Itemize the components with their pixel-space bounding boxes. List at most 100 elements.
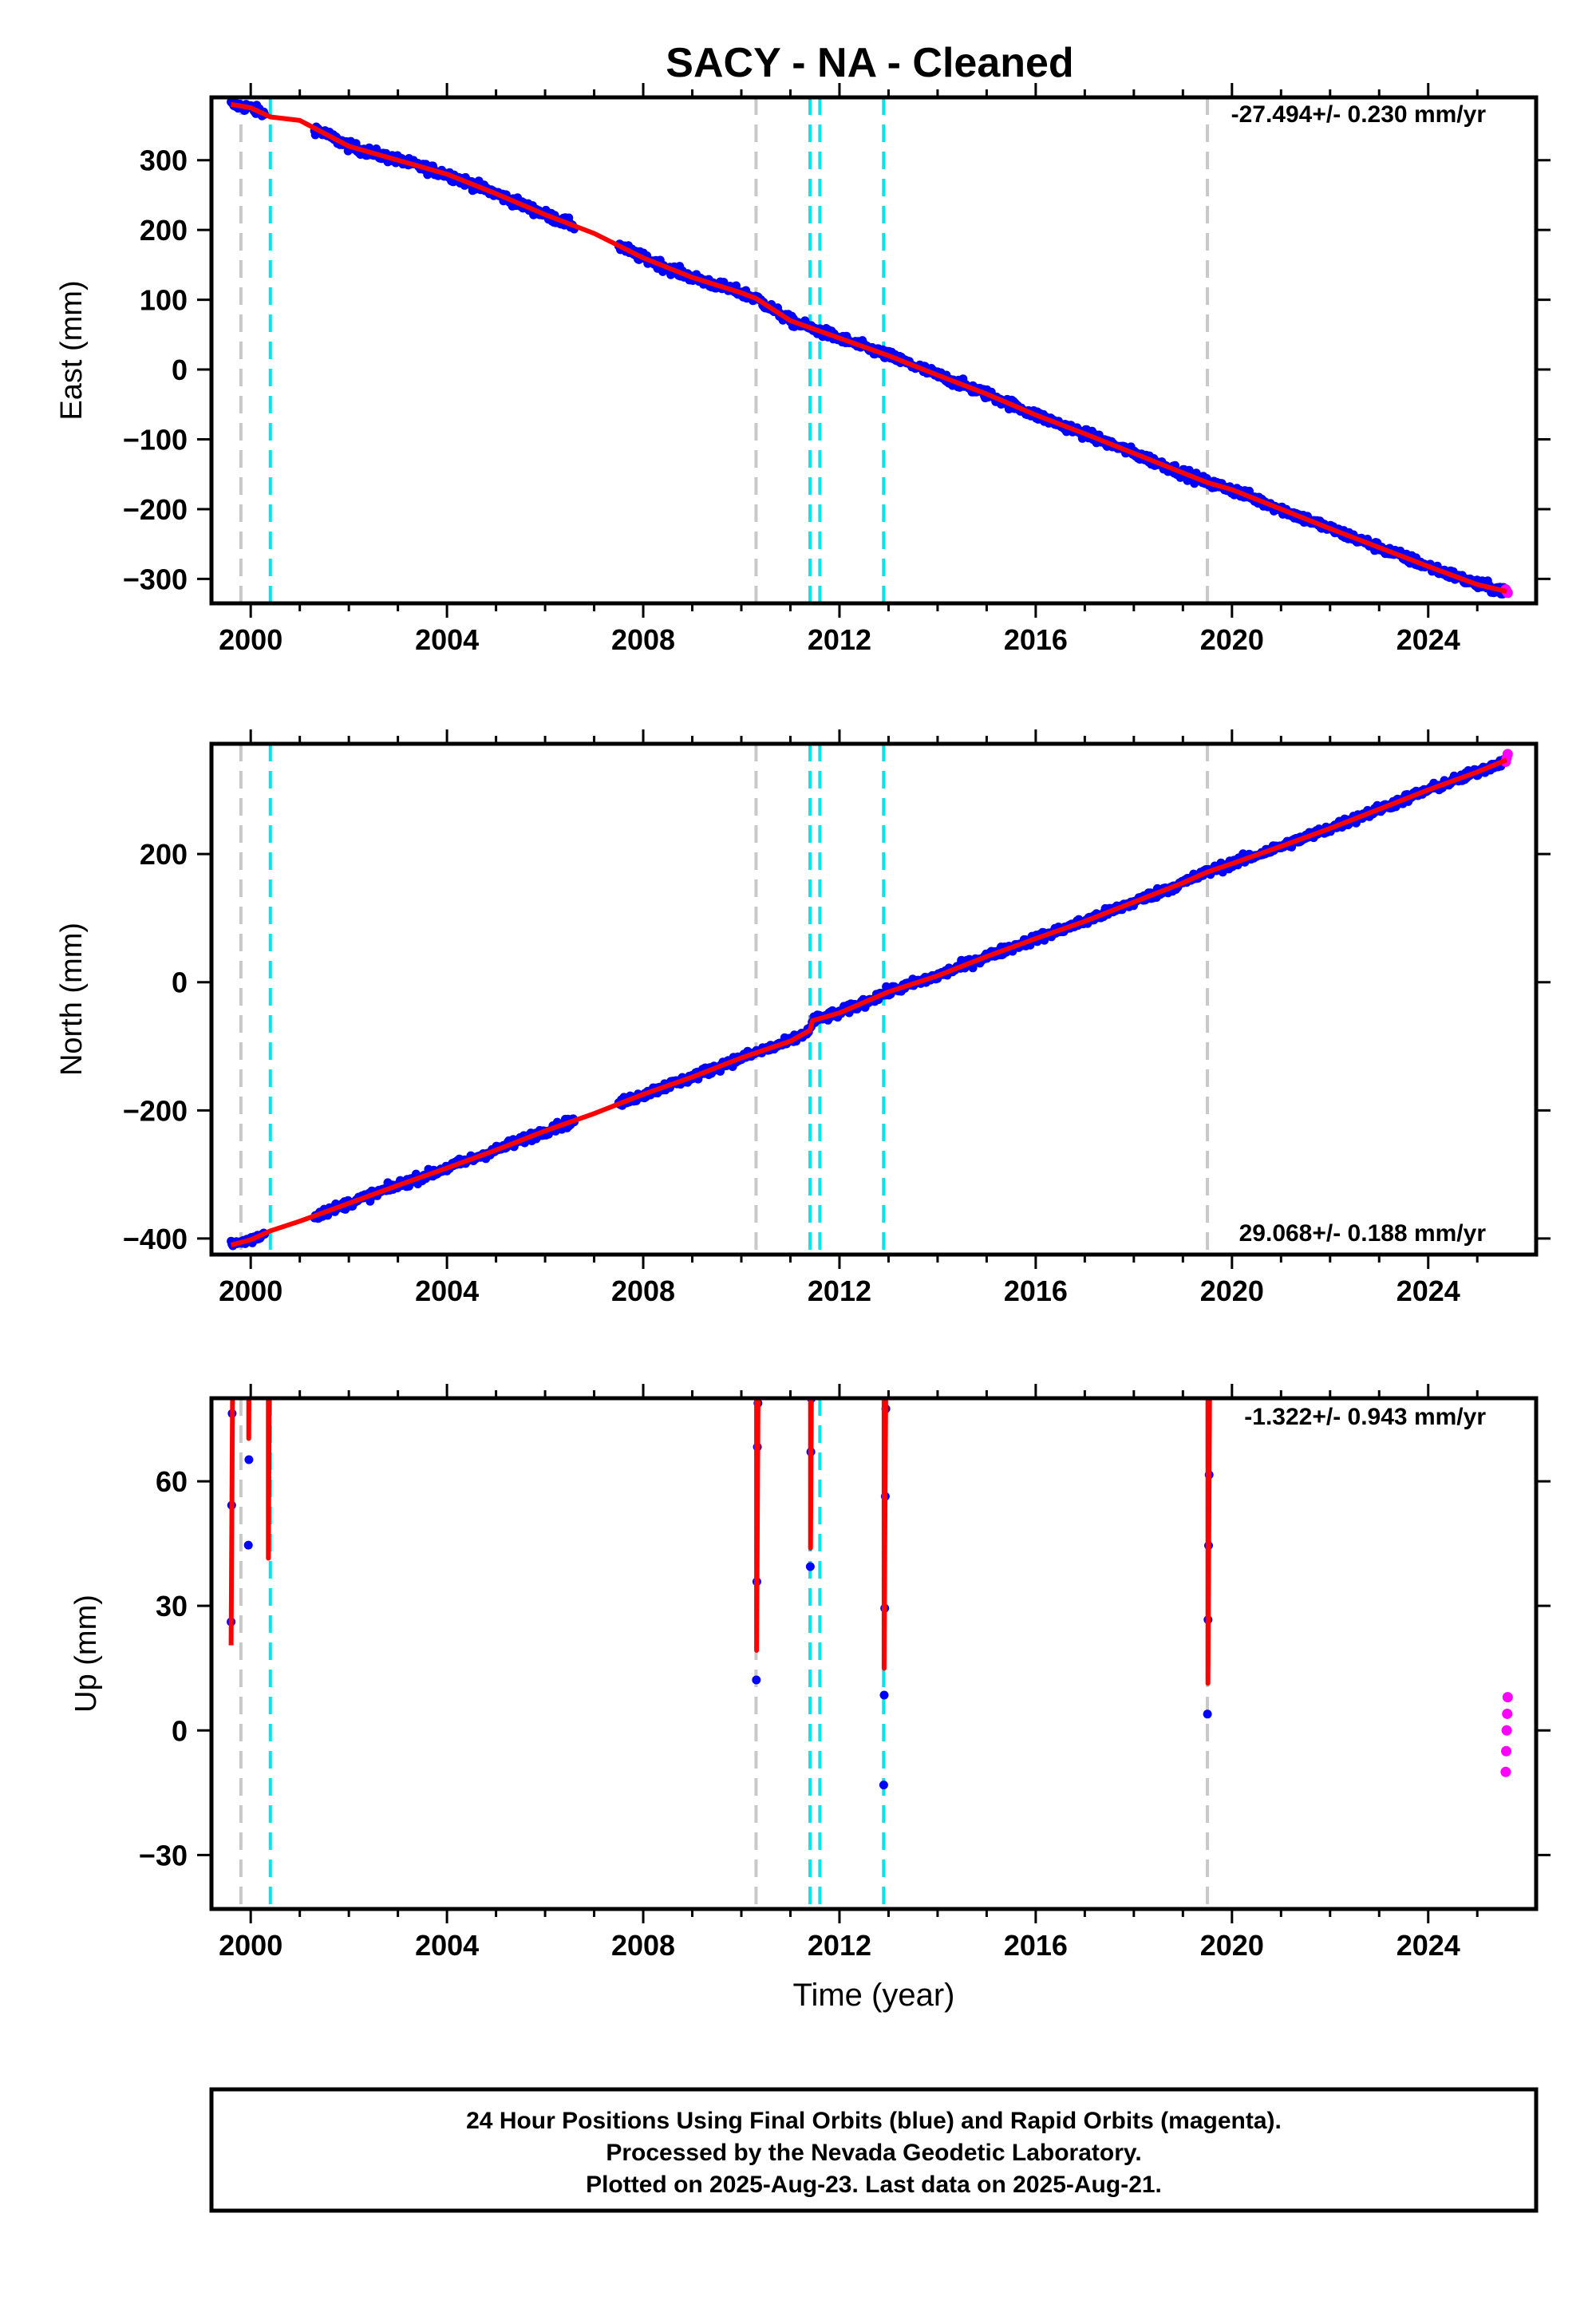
east-x-tick-label: 2024 <box>1396 623 1460 656</box>
east-model-line <box>231 101 1507 595</box>
north-y-tick-label: 200 <box>140 838 188 871</box>
up-data-point <box>1213 81 1222 90</box>
east-plot-frame <box>209 95 1539 606</box>
up-data-point <box>760 179 769 188</box>
east-y-tick-label: −100 <box>123 423 188 456</box>
north-axis-label: North (mm) <box>55 923 89 1076</box>
up-data-point <box>879 1690 889 1700</box>
up-data-point <box>758 630 767 639</box>
north-panel: 2000 2004 2008 2012 2016 2020 2024 −400 −200 0 200… <box>55 729 1551 1307</box>
north-x-tick-label: 2024 <box>1396 1275 1460 1307</box>
north-plot-frame <box>209 741 1539 1257</box>
up-data-point <box>1211 452 1219 460</box>
up-data-point <box>231 913 240 922</box>
up-data-point <box>805 1562 815 1571</box>
up-data-point <box>755 1141 764 1150</box>
up-data-point <box>250 532 259 540</box>
up-data-point <box>245 1365 254 1374</box>
north-rate-annotation: 29.068+/- 0.188 mm/yr <box>1239 1220 1487 1247</box>
up-data-point <box>885 844 894 853</box>
up-data-point <box>813 279 822 287</box>
east-x-tick-label: 2016 <box>1004 623 1068 656</box>
north-x-tick-label: 2016 <box>1004 1275 1068 1307</box>
up-data-point <box>230 1151 239 1160</box>
east-axis-label: East (mm) <box>55 280 89 420</box>
up-data-point <box>1205 1361 1214 1369</box>
up-data-point <box>247 1042 255 1051</box>
up-data-point <box>884 947 893 955</box>
east-x-tick-label: 2008 <box>611 623 675 656</box>
up-data-point <box>761 105 770 114</box>
up-data-point <box>1208 818 1217 827</box>
north-y-tick-label: 0 <box>172 966 188 999</box>
east-y-tick-label: 0 <box>172 354 188 386</box>
up-data-point <box>236 5 245 14</box>
up-data-point <box>228 1323 237 1332</box>
up-data-point <box>232 715 241 724</box>
up-data-point <box>879 1780 888 1790</box>
east-panel: 2000 2004 2008 2012 2016 2020 2024−300−200−100… <box>55 83 1551 656</box>
up-data-point <box>757 728 766 737</box>
north-model-line <box>230 757 1508 1247</box>
north-x-tick-label: 2004 <box>415 1275 479 1307</box>
up-data-point <box>811 732 820 741</box>
up-data-point <box>759 479 768 488</box>
up-data-point <box>885 768 894 777</box>
up-data-point <box>888 184 897 193</box>
up-data-point <box>248 926 257 935</box>
up-data-point <box>1210 535 1219 543</box>
up-data-point <box>1210 660 1219 669</box>
up-data-point <box>1212 159 1221 168</box>
up-data-point <box>244 1455 254 1464</box>
east-y-tick-label: 200 <box>140 214 188 247</box>
up-data-point <box>251 441 259 450</box>
up-data-point <box>754 1338 763 1347</box>
up-data-point <box>760 396 768 405</box>
up-data-point <box>230 1060 239 1069</box>
up-data-point <box>1209 699 1218 708</box>
up-data-point <box>247 1004 256 1013</box>
up-data-point <box>231 787 240 796</box>
east-y-tick-label: 100 <box>140 284 188 317</box>
up-data-point <box>757 810 765 819</box>
north-y-tick-label: −400 <box>123 1223 188 1255</box>
north-x-tick-label: 2000 <box>219 1275 282 1307</box>
up-data-point <box>246 1172 255 1181</box>
north-rapid-point <box>1502 749 1513 760</box>
up-data-point <box>886 666 895 675</box>
up-data-point <box>251 328 260 337</box>
up-data-point <box>887 567 895 576</box>
north-x-tick-label: 2012 <box>808 1275 871 1307</box>
up-data-point <box>882 1315 891 1324</box>
up-data-point <box>1203 1709 1212 1719</box>
up-data-point <box>236 82 245 91</box>
up-data-point <box>231 1002 239 1011</box>
north-x-tick-label: 2008 <box>611 1275 675 1307</box>
up-data-point <box>1211 343 1220 352</box>
east-y-tick-label: 300 <box>140 144 188 177</box>
east-y-tick-label: −200 <box>123 493 188 526</box>
east-y-tick-label: −300 <box>123 563 188 595</box>
up-data-point <box>752 1675 761 1685</box>
up-data-point <box>1212 270 1221 279</box>
up-data-point <box>888 284 897 293</box>
north-x-tick-label: 2020 <box>1200 1275 1264 1307</box>
up-data-point <box>252 146 261 155</box>
east-x-tick-label: 2012 <box>808 623 871 656</box>
up-data-point <box>249 715 258 724</box>
east-x-tick-label: 2000 <box>219 623 282 656</box>
up-data-point <box>883 1061 892 1069</box>
east-x-tick-label: 2004 <box>415 623 479 656</box>
up-data-point <box>758 523 767 532</box>
north-y-tick-label: −200 <box>123 1094 188 1127</box>
up-data-point <box>248 806 257 815</box>
up-data-point <box>889 114 898 123</box>
up-data-point <box>887 467 895 476</box>
up-data-point <box>243 1540 253 1550</box>
east-x-tick-label: 2020 <box>1200 623 1264 656</box>
east-rate-annotation: -27.494+/- 0.230 mm/yr <box>1231 101 1487 128</box>
up-data-point <box>890 0 899 5</box>
chart-title: SACY - NA - Cleaned <box>666 40 1073 86</box>
